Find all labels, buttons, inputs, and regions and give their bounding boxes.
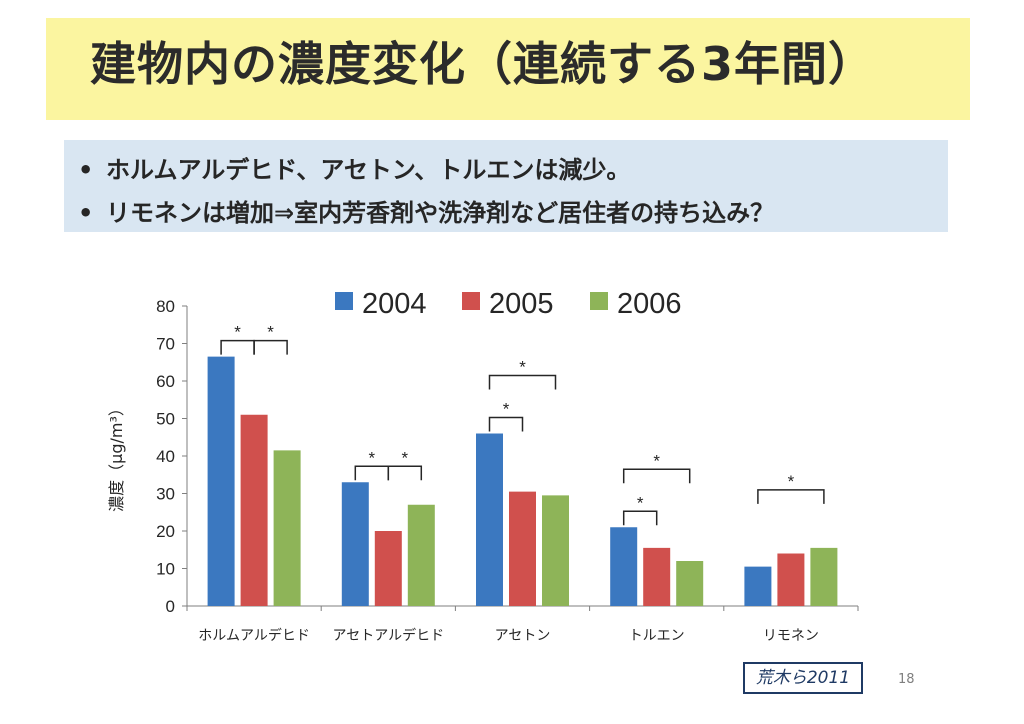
legend-swatch-2004 [335, 292, 353, 310]
bar-2004 [744, 566, 772, 606]
bar-2006 [542, 495, 569, 606]
significance-bracket [220, 339, 255, 355]
significance-star: * [788, 472, 795, 491]
significance-bracket [488, 374, 557, 390]
bullet-item-2: • リモネンは増加⇒室内芳香剤や洗浄剤など居住者の持ち込み？ [78, 193, 774, 228]
significance-bracket [354, 465, 390, 481]
page-number: 18 [898, 672, 915, 687]
bar-2005 [509, 491, 536, 606]
y-tick-label: 60 [156, 372, 175, 391]
bar-2004 [610, 527, 638, 606]
significance-bracket [387, 465, 423, 481]
legend-label: 2004 [362, 288, 427, 320]
y-tick-label: 20 [156, 522, 175, 541]
x-category-label: トルエン [629, 628, 685, 644]
significance-bracket [488, 416, 524, 432]
bullet-dot: • [78, 156, 94, 184]
legend-swatch-2005 [462, 292, 480, 310]
x-category-label: アセトン [495, 628, 551, 644]
title-banner [46, 18, 970, 120]
significance-star: * [267, 323, 274, 342]
bar-2006 [273, 450, 301, 606]
bar-2006 [407, 504, 435, 606]
bullet-text: ホルムアルデヒド、アセトン、トルエンは減少。 [106, 156, 631, 184]
bar-2004 [341, 482, 369, 606]
x-category-label: ホルムアルデヒド [198, 627, 310, 644]
legend-swatch-2006 [590, 292, 608, 310]
legend-label: 2006 [617, 288, 682, 320]
significance-star: * [653, 451, 660, 470]
significance-star: * [503, 400, 510, 419]
bar-2006 [676, 561, 704, 606]
significance-star: * [637, 493, 644, 512]
bullet-text: リモネンは増加⇒室内芳香剤や洗浄剤など居住者の持ち込み？ [106, 199, 775, 227]
bar-2005 [374, 531, 402, 606]
bar-2005 [777, 553, 805, 606]
bar-2005 [643, 547, 671, 606]
significance-star: * [368, 448, 375, 467]
y-tick-label: 70 [156, 335, 175, 354]
legend-label: 2005 [489, 288, 554, 320]
citation: 荒木ら2011 [743, 662, 863, 694]
y-axis-label: 濃度（μg/m³） [107, 400, 126, 512]
bullet-dot: • [78, 199, 94, 227]
significance-star: * [519, 358, 526, 377]
bullet-panel [64, 140, 948, 232]
y-tick-label: 40 [156, 447, 175, 466]
significance-bracket [757, 489, 825, 504]
slide-title: 建物内の濃度変化（連続する3年間） [90, 37, 876, 91]
y-tick-label: 80 [156, 297, 175, 316]
significance-star: * [401, 448, 408, 467]
y-tick-label: 50 [156, 410, 175, 429]
bullet-item-1: • ホルムアルデヒド、アセトン、トルエンは減少。 [78, 150, 630, 185]
y-tick-label: 10 [156, 560, 175, 579]
x-category-label: リモネン [763, 628, 819, 644]
x-category-label: アセトアルデヒド [333, 627, 445, 644]
significance-bracket [622, 510, 658, 526]
bar-2004 [476, 433, 503, 606]
significance-star: * [234, 323, 241, 342]
bar-2005 [240, 414, 268, 606]
significance-bracket [253, 339, 288, 355]
significance-bracket [622, 468, 691, 484]
y-tick-label: 0 [166, 597, 175, 616]
bar-2004 [207, 356, 235, 606]
y-tick-label: 30 [156, 485, 175, 504]
bar-2006 [810, 547, 838, 606]
